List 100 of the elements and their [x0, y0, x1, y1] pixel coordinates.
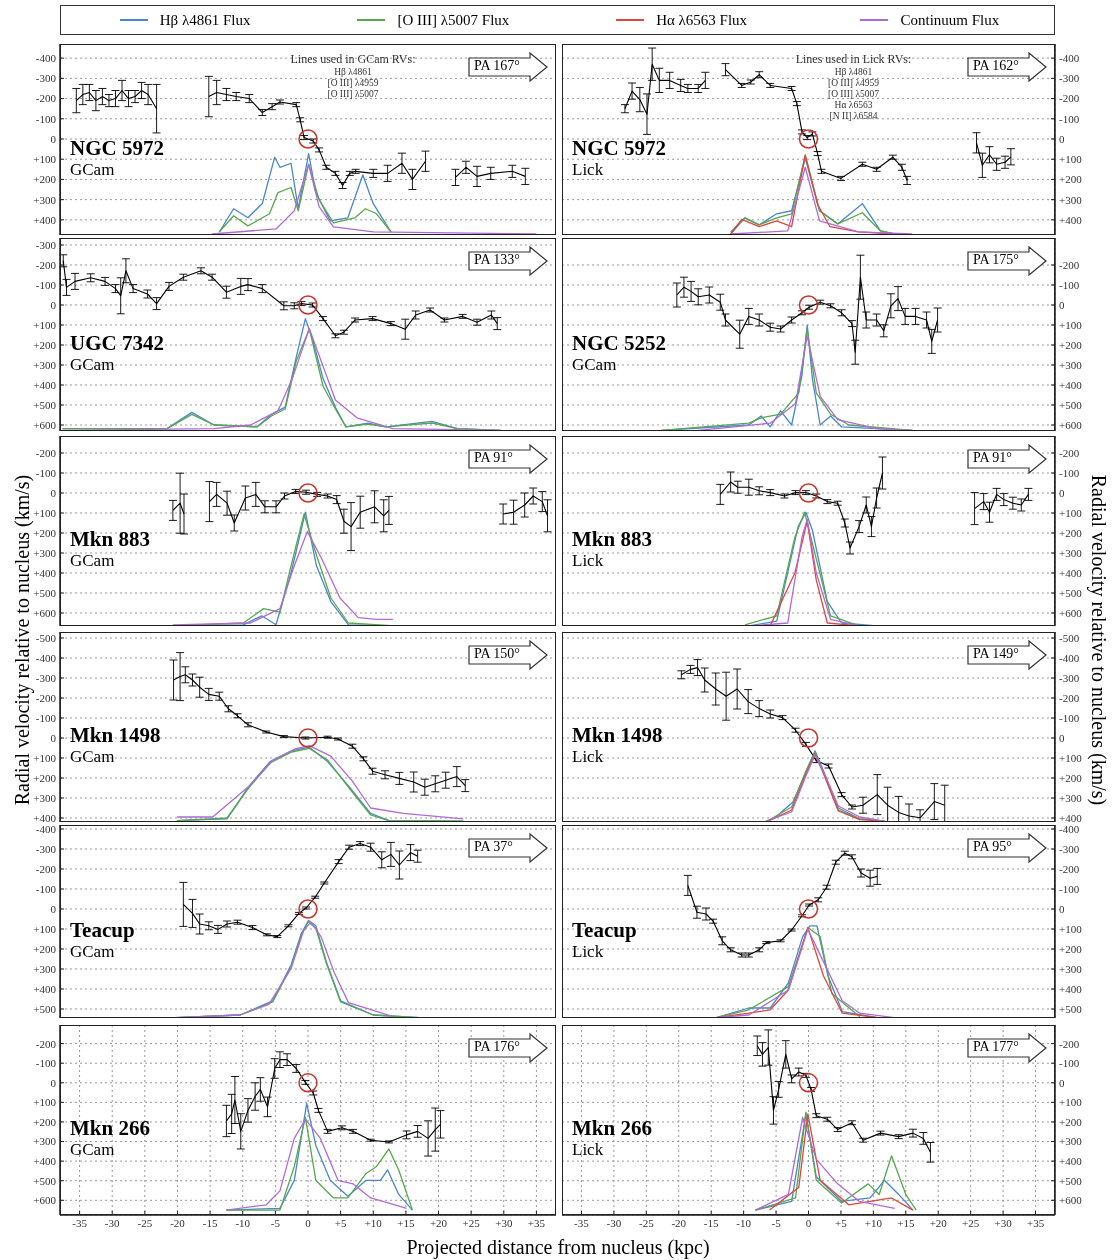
- y-tick-label: 0: [1059, 902, 1065, 915]
- text: Teacup: [70, 917, 135, 942]
- text: Mkn 266: [572, 1116, 652, 1141]
- x-tick-label: -25: [137, 1216, 153, 1229]
- y-tick-label: -100: [35, 112, 57, 125]
- y-tick-label: -300: [35, 671, 57, 684]
- y-tick-label: +500: [33, 586, 57, 599]
- text: Mkn 883: [70, 527, 150, 552]
- y-tick-label: +500: [1059, 1002, 1083, 1015]
- y-tick-label: +300: [33, 358, 57, 371]
- y-tick-label: -400: [1059, 52, 1080, 65]
- y-tick-label: -400: [35, 651, 57, 664]
- y-tick-label: +300: [1059, 546, 1083, 559]
- y-tick-label: +400: [33, 1155, 57, 1168]
- y-tick-label: +100: [1059, 318, 1083, 331]
- annotation: PA 91°: [973, 450, 1012, 466]
- y-tick-label: 0: [50, 902, 57, 915]
- text: NGC 5252: [572, 330, 666, 355]
- y-tick-label: -100: [1059, 882, 1080, 895]
- y-tick-label: 0: [1059, 298, 1065, 311]
- x-tick-label: +10: [864, 1216, 883, 1229]
- y-tick-label: +300: [33, 1135, 57, 1148]
- x-tick-label: +15: [897, 1216, 915, 1229]
- y-tick-label: -100: [35, 1057, 57, 1070]
- y-tick-label: +100: [33, 922, 57, 935]
- x-tick-label: -5: [771, 1216, 782, 1229]
- legend-label: Hα λ6563 Flux: [656, 11, 748, 29]
- y-tick-label: -200: [1059, 691, 1080, 704]
- y-tick-label: +300: [33, 193, 57, 206]
- x-tick-label: +30: [994, 1216, 1013, 1229]
- y-tick-label: +400: [1059, 982, 1083, 995]
- y-tick-label: +100: [1059, 922, 1083, 935]
- y-tick-label: -200: [35, 691, 57, 704]
- text: GCam: [70, 159, 116, 180]
- annotation: Hα λ6563: [833, 99, 874, 111]
- x-tick-label: +5: [835, 1216, 848, 1229]
- text: UGC 7342: [70, 330, 164, 355]
- x-tick-label: +20: [929, 1216, 948, 1229]
- y-tick-label: +400: [1059, 566, 1083, 579]
- y-tick-label: -300: [35, 842, 57, 855]
- y-tick-label: +200: [1059, 771, 1083, 784]
- line-series: [211, 163, 538, 235]
- y-tick-label: -200: [1059, 92, 1080, 105]
- y-tick-label: -100: [1059, 112, 1080, 125]
- y-tick-label: -200: [35, 1037, 57, 1050]
- x-tick-label: +30: [495, 1216, 513, 1229]
- y-tick-label: +100: [1059, 1096, 1083, 1109]
- y-tick-label: +400: [1059, 213, 1083, 226]
- y-tick-label: +400: [33, 378, 57, 391]
- y-tick-label: -300: [1059, 72, 1080, 85]
- y-tick-label: +500: [1059, 586, 1083, 599]
- y-tick-label: +400: [1059, 378, 1083, 391]
- y-tick-label: +200: [1059, 338, 1083, 351]
- annotation: Hβ λ4861: [833, 67, 874, 78]
- y-tick-label: +600: [1059, 606, 1083, 619]
- x-axis-title: Projected distance from nucleus (kpc): [406, 1236, 710, 1259]
- y-axis-title: Radial velocity relative to nucleus (km/s): [1086, 474, 1110, 806]
- y-tick-label: 0: [1059, 486, 1065, 499]
- y-tick-label: +500: [1059, 1174, 1083, 1187]
- y-tick-label: +200: [33, 1115, 57, 1128]
- annotation: PA 149°: [973, 646, 1019, 662]
- x-tick-label: -10: [736, 1216, 752, 1229]
- x-tick-label: -25: [638, 1216, 655, 1229]
- y-tick-label: +100: [33, 318, 57, 331]
- y-tick-label: +100: [33, 751, 57, 764]
- line-series: [182, 843, 419, 938]
- y-tick-label: -100: [1059, 466, 1080, 479]
- y-tick-label: +300: [1059, 791, 1083, 804]
- x-tick-label: 0: [805, 1216, 812, 1229]
- y-tick-label: 0: [50, 298, 57, 311]
- line-series: [687, 852, 878, 956]
- y-tick-label: +600: [33, 418, 57, 431]
- x-tick-label: -15: [202, 1216, 218, 1229]
- x-tick-label: +25: [962, 1216, 980, 1229]
- y-tick-label: +400: [33, 213, 57, 226]
- y-tick-label: +100: [1059, 506, 1083, 519]
- y-tick-label: +200: [33, 173, 57, 186]
- annotation: PA 91°: [474, 450, 513, 466]
- text: Lick: [572, 941, 604, 962]
- y-tick-label: +300: [33, 791, 57, 804]
- y-tick-label: +200: [33, 771, 57, 784]
- y-tick-label: -100: [35, 711, 57, 724]
- y-tick-label: -400: [1059, 822, 1080, 835]
- annotation: [O III] λ5007: [326, 88, 380, 100]
- y-tick-label: 0: [50, 731, 57, 744]
- y-tick-label: +300: [1059, 193, 1083, 206]
- y-tick-label: +600: [33, 1194, 57, 1207]
- y-tick-label: +100: [33, 1096, 57, 1109]
- x-tick-label: -35: [72, 1216, 88, 1229]
- y-tick-label: +300: [33, 546, 57, 559]
- y-tick-label: -100: [1059, 711, 1080, 724]
- annotation: PA 175°: [973, 252, 1019, 268]
- y-tick-label: +600: [1059, 418, 1083, 431]
- y-tick-label: 0: [1059, 132, 1065, 145]
- y-tick-label: +200: [1059, 526, 1083, 539]
- y-tick-label: -300: [35, 72, 57, 85]
- x-tick-label: -5: [270, 1216, 281, 1229]
- annotation: Lines used in Lick RVs:: [794, 52, 913, 67]
- y-tick-label: 0: [1059, 1076, 1065, 1089]
- annotation: Lines used in GCam RVs:: [289, 52, 417, 67]
